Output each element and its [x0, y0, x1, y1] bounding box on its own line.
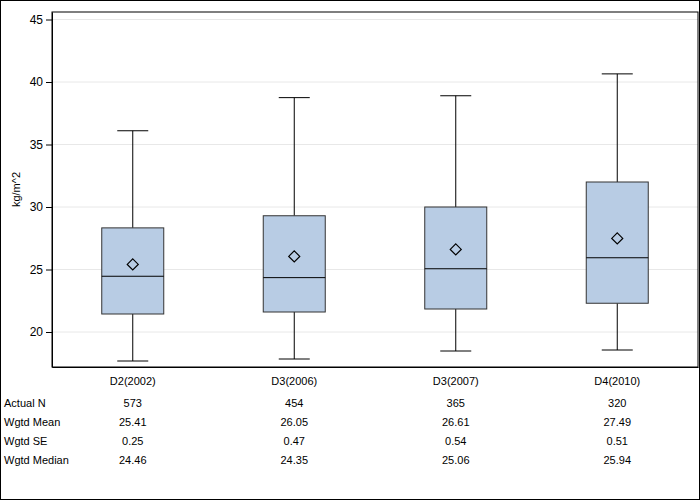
upper-whisker	[617, 74, 618, 182]
mean-marker	[289, 251, 300, 262]
median-line	[586, 257, 648, 258]
outer-border	[1, 1, 700, 500]
median-line	[102, 276, 164, 277]
y-axis: 20 25 30 35 40 45	[30, 13, 53, 368]
y-tick-mark	[46, 20, 52, 21]
lower-whisker	[294, 312, 295, 359]
box-group	[425, 96, 487, 351]
lower-whisker	[455, 309, 456, 351]
upper-cap	[117, 130, 148, 131]
table-cell: 24.35	[280, 454, 308, 466]
y-tick: 45	[30, 13, 52, 27]
row-label: Wgtd Mean	[4, 416, 60, 428]
x-tick-label: D2(2002)	[110, 375, 156, 387]
box	[425, 207, 487, 309]
y-tick: 40	[30, 75, 52, 89]
median-line	[425, 268, 487, 269]
y-tick-mark	[46, 82, 52, 83]
y-axis-line	[52, 13, 53, 368]
upper-cap	[279, 97, 310, 98]
x-axis-line	[53, 367, 699, 368]
box	[586, 182, 648, 303]
table-cell: 25.41	[119, 416, 147, 428]
x-axis: D2(2002) D3(2006) D3(2007) D4(2010)	[53, 367, 699, 387]
y-tick-label: 30	[30, 200, 44, 214]
table-cell: 0.51	[607, 435, 628, 447]
mean-marker	[127, 259, 138, 270]
median-line	[263, 277, 325, 278]
lower-cap	[602, 350, 633, 351]
table-cell: 0.54	[445, 435, 466, 447]
y-tick-label: 45	[30, 13, 44, 27]
grid-line	[52, 82, 698, 83]
mean-marker	[450, 244, 461, 255]
table-cell: 26.05	[280, 416, 308, 428]
box-group	[263, 98, 325, 359]
table-cell: 24.46	[119, 454, 147, 466]
table-cell: 0.25	[122, 435, 143, 447]
grid-line	[52, 19, 698, 20]
table-cell: 365	[447, 397, 465, 409]
y-tick-mark	[46, 207, 52, 208]
upper-cap	[440, 95, 471, 96]
x-tick: D2(2002)	[110, 367, 156, 387]
y-tick-mark	[46, 270, 52, 271]
y-tick-mark	[46, 332, 52, 333]
row-label: Actual N	[4, 397, 46, 409]
table-cell: 25.06	[442, 454, 470, 466]
y-tick-label: 20	[30, 325, 44, 339]
table-cell: 25.94	[603, 454, 631, 466]
box	[263, 216, 325, 312]
lower-cap	[279, 359, 310, 360]
box-group	[102, 131, 164, 361]
upper-whisker	[455, 96, 456, 207]
box	[102, 228, 164, 314]
grid	[52, 20, 698, 333]
mean-marker	[612, 233, 623, 244]
table-cell: 27.49	[603, 416, 631, 428]
x-tick-label: D3(2007)	[433, 375, 479, 387]
y-tick-label: 40	[30, 75, 44, 89]
table-cell: 0.47	[284, 435, 305, 447]
y-axis-title: kg/m^2	[10, 172, 22, 207]
table-cell: 454	[285, 397, 303, 409]
y-tick: 30	[30, 200, 52, 214]
grid-line	[52, 144, 698, 145]
upper-whisker	[132, 131, 133, 228]
lower-cap	[440, 351, 471, 352]
x-tick-label: D4(2010)	[594, 375, 640, 387]
table-cell: 26.61	[442, 416, 470, 428]
table-cell: 573	[124, 397, 142, 409]
y-tick-mark	[46, 145, 52, 146]
y-tick: 35	[30, 138, 52, 152]
y-tick-label: 35	[30, 138, 44, 152]
lower-whisker	[132, 314, 133, 361]
x-tick: D3(2007)	[433, 367, 479, 387]
row-label: Wgtd SE	[4, 435, 47, 447]
x-tick: D4(2010)	[594, 367, 640, 387]
upper-whisker	[294, 98, 295, 216]
upper-cap	[602, 73, 633, 74]
box-group	[586, 74, 648, 350]
stats-table: Actual N 573 454 365 320 Wgtd Mean 25.41 26.05 2…	[4, 397, 631, 466]
y-tick: 25	[30, 263, 52, 277]
plot-frame	[52, 12, 698, 367]
x-tick-label: D3(2006)	[271, 375, 317, 387]
lower-whisker	[617, 303, 618, 350]
row-label: Wgtd Median	[4, 454, 69, 466]
lower-cap	[117, 361, 148, 362]
chart: 20 25 30 35 40 45 kg/m^2 D2(2002) D3(2006) D3(200…	[0, 0, 700, 500]
y-tick-label: 25	[30, 263, 44, 277]
grid-line	[52, 332, 698, 333]
table-cell: 320	[608, 397, 626, 409]
x-tick: D3(2006)	[271, 367, 317, 387]
y-tick: 20	[30, 325, 52, 339]
boxes	[102, 74, 649, 361]
